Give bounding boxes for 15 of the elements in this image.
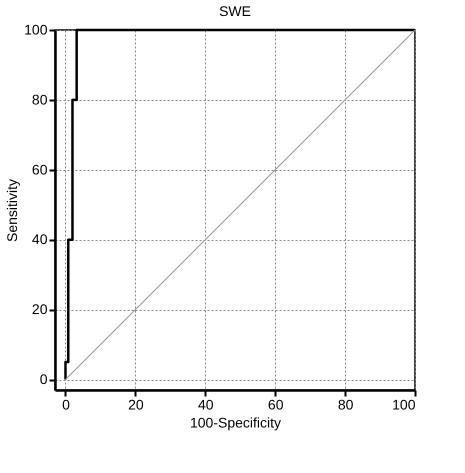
y-tick-label: 80 xyxy=(32,91,48,108)
x-tick-label: 100 xyxy=(392,396,416,412)
x-tick-label: 0 xyxy=(62,396,70,412)
x-tick-label: 80 xyxy=(338,396,354,412)
y-tick-label: 0 xyxy=(40,371,48,388)
y-axis-title: Sensitivity xyxy=(4,178,20,242)
chart-title: SWE xyxy=(219,3,251,19)
x-axis-title: 100-Specificity xyxy=(190,414,282,430)
x-tick-label: 60 xyxy=(268,396,284,412)
y-tick-label: 100 xyxy=(24,22,48,38)
y-tick-label: 20 xyxy=(32,301,48,318)
y-tick-label: 60 xyxy=(32,161,48,178)
x-tick-label: 40 xyxy=(198,396,214,412)
y-tick-label: 40 xyxy=(32,231,48,248)
x-tick-label: 20 xyxy=(128,396,144,412)
